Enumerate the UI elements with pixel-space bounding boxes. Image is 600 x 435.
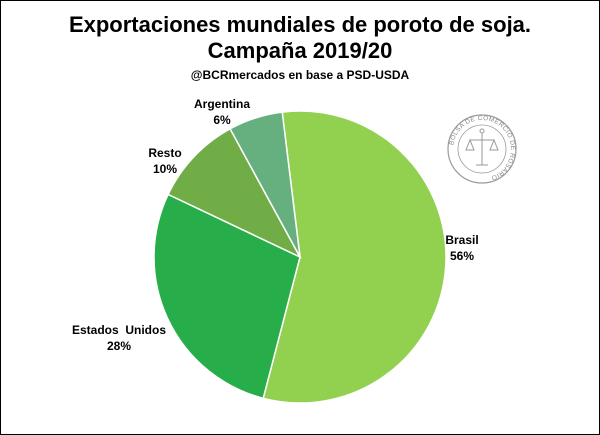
- chart-subtitle: @BCRmercados en base a PSD-USDA: [191, 68, 410, 82]
- slice-label-name: Argentina: [194, 97, 250, 111]
- slice-label-value: 28%: [107, 339, 131, 353]
- chart-title-line-2: Campaña 2019/20: [208, 38, 393, 63]
- pie-slice-brasil: [262, 110, 447, 404]
- pie-slice-resto: [167, 127, 302, 259]
- slice-label-value: 10%: [153, 162, 177, 176]
- slice-label-name: Brasil: [445, 233, 478, 247]
- bolsa-comercio-rosario-seal-icon: BOLSA DE COMERCIO DE ROSARIO: [447, 114, 517, 184]
- slice-label-name: Estados Unidos: [72, 323, 166, 337]
- slice-label-value: 6%: [213, 113, 231, 127]
- slice-label-value: 56%: [450, 249, 474, 263]
- slice-label-name: Resto: [148, 146, 181, 160]
- pie-slice-argentina: [229, 111, 301, 258]
- pie-slice-estados-unidos: [153, 193, 301, 400]
- chart-title-line-1: Exportaciones mundiales de poroto de soj…: [69, 12, 531, 37]
- pie-labels: Brasil 56% Estados Unidos 28% Resto 10% Argent…: [72, 97, 479, 353]
- pie-slices: [153, 110, 447, 404]
